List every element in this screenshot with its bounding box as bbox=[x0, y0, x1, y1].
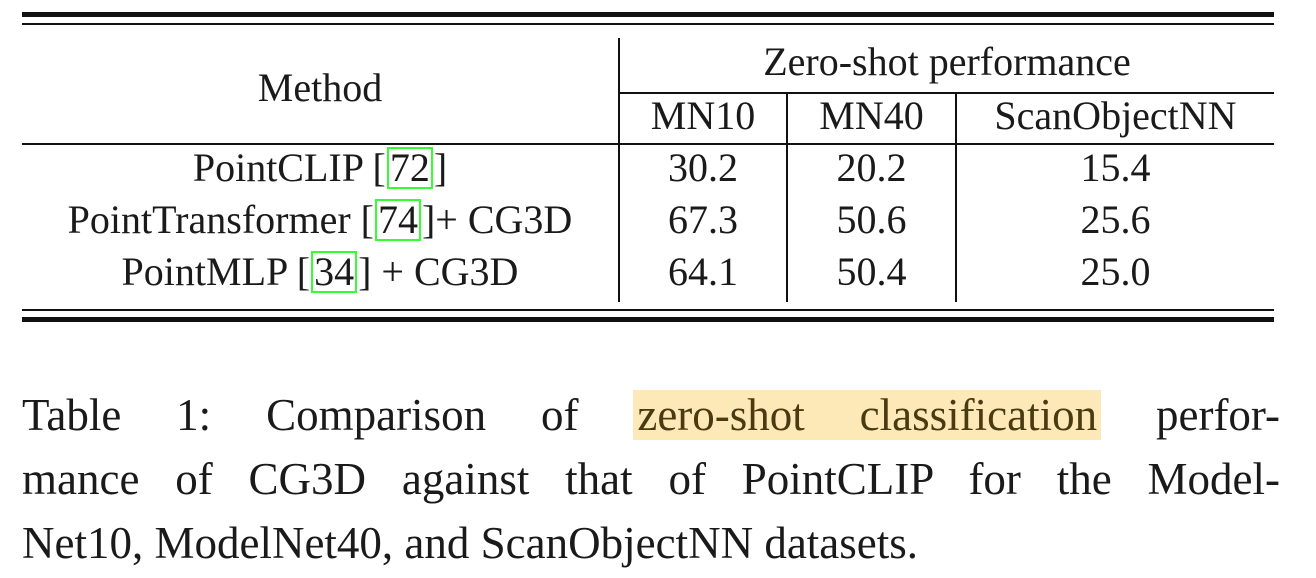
table-row-pointmlp-method: PointMLP [34] + CG3D bbox=[22, 248, 618, 296]
table-row-pointclip-method: PointCLIP [72] bbox=[22, 144, 618, 192]
table-cell-value: 25.0 bbox=[1080, 249, 1151, 294]
header-mn10: MN10 bbox=[650, 93, 756, 138]
caption-text: perfor- bbox=[1101, 390, 1280, 440]
table-cell-value: 15.4 bbox=[1080, 145, 1151, 190]
citation-link[interactable]: 72 bbox=[386, 147, 433, 189]
method-text: PointTransformer [ bbox=[67, 197, 374, 242]
header-method: Method bbox=[257, 65, 383, 110]
method-text: ] + CG3D bbox=[358, 249, 519, 294]
method-text: ] bbox=[433, 145, 448, 190]
header-scanobjectnn: ScanObjectNN bbox=[994, 93, 1237, 138]
table-top-rule-thin bbox=[22, 23, 1274, 25]
table-cell-value: 50.4 bbox=[836, 249, 907, 294]
table-cell-value: 20.2 bbox=[836, 145, 907, 190]
table-bottom-rule-thin bbox=[22, 309, 1274, 311]
group-header-underline bbox=[620, 92, 1274, 94]
caption-line-1: Table 1: Comparison of zero-shot classif… bbox=[22, 383, 1280, 447]
citation-link[interactable]: 74 bbox=[374, 199, 421, 241]
caption-text: Table 1: Comparison of bbox=[22, 390, 634, 440]
column-divider-method bbox=[618, 38, 620, 302]
caption-line-2: mance of CG3D against that of PointCLIP … bbox=[22, 454, 1280, 504]
column-divider-mn40 bbox=[955, 94, 957, 302]
method-text: PointMLP [ bbox=[121, 249, 311, 294]
table-cell-value: 64.1 bbox=[668, 249, 738, 294]
citation-link[interactable]: 34 bbox=[311, 251, 358, 293]
header-zero-shot-performance: Zero-shot performance bbox=[763, 39, 1131, 84]
table-cell-value: 67.3 bbox=[668, 197, 738, 242]
table-bottom-rule-thick bbox=[22, 317, 1274, 322]
caption-highlight[interactable]: zero-shot classification bbox=[633, 390, 1102, 440]
method-text: ]+ CG3D bbox=[421, 197, 573, 242]
table-cell-value: 50.6 bbox=[836, 197, 907, 242]
table-cell-value: 25.6 bbox=[1080, 197, 1151, 242]
table-cell-value: 30.2 bbox=[668, 145, 738, 190]
table-row-pointtransformer-method: PointTransformer [74]+ CG3D bbox=[22, 196, 618, 244]
column-divider-mn10 bbox=[786, 94, 788, 302]
table-caption: Table 1: Comparison of zero-shot classif… bbox=[22, 383, 1280, 575]
header-mn40: MN40 bbox=[819, 93, 924, 138]
caption-line-3: Net10, ModelNet40, and ScanObjectNN data… bbox=[22, 518, 919, 568]
method-text: PointCLIP [ bbox=[192, 145, 386, 190]
table-top-rule-thick bbox=[22, 12, 1274, 17]
header-bottom-rule bbox=[22, 143, 1274, 145]
